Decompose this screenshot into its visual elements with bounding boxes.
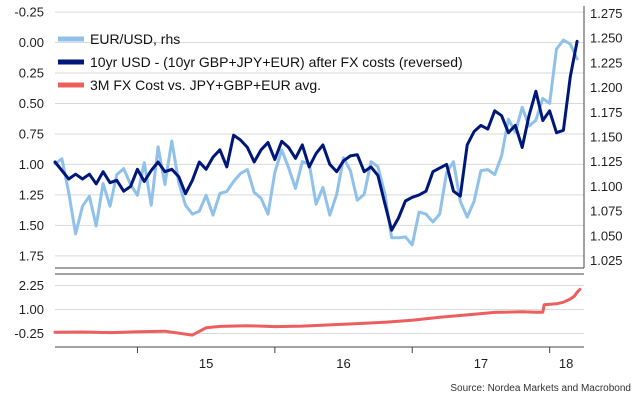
left-axis-tick-label: 1.75 [19,248,44,263]
legend-label-eurusd: EUR/USD, rhs [90,31,180,47]
series-line-fx-cost [53,287,582,337]
right-axis-tick-label: 1.125 [590,154,623,169]
right-axis-tick-label: 1.200 [590,80,623,95]
x-axis-tick-label: 16 [336,356,350,371]
panel-frames [55,6,585,353]
legend: EUR/USD, rhs 10yr USD - (10yr GBP+JPY+EU… [58,31,463,93]
left-axis-tick-label: 1.25 [19,187,44,202]
right-axis-tick-label: 1.025 [590,253,623,268]
left-axis-tick-label: 1.00 [19,157,44,172]
x-axis-tick-label: 17 [474,356,488,371]
left-axis-tick-label: 1.50 [19,218,44,233]
tick-labels: -0.25 0.00 0.25 0.50 0.75 1.00 1.25 1.50 1.75 1.2… [14,5,622,371]
left-axis-tick-label: 0.00 [19,35,44,50]
legend-label-fx-cost: 3M FX Cost vs. JPY+GBP+EUR avg. [90,77,321,93]
right-axis-tick-label: 1.150 [590,130,623,145]
series-line-eurusd [53,38,579,247]
bottom-axis-tick-label: 1.00 [19,302,44,317]
left-axis-tick-label: 0.25 [19,66,44,81]
left-axis-tick-label: 0.50 [19,96,44,111]
right-axis-tick-label: 1.075 [590,204,623,219]
right-axis-tick-label: 1.050 [590,228,623,243]
series-layer [53,38,582,337]
right-axis-tick-label: 1.250 [590,31,623,46]
right-axis-tick-label: 1.275 [590,6,623,21]
bottom-axis-tick-label: -0.25 [14,326,44,341]
series-line-10yr-spread [53,39,579,232]
legend-label-10yr-spread: 10yr USD - (10yr GBP+JPY+EUR) after FX c… [90,54,463,70]
left-axis-tick-label: -0.25 [14,5,44,20]
x-axis-tick-label: 18 [559,356,573,371]
x-axis-tick-label: 15 [199,356,213,371]
right-axis-tick-label: 1.225 [590,55,623,70]
right-axis-tick-label: 1.175 [590,105,623,120]
left-axis-tick-label: 0.75 [19,126,44,141]
bottom-axis-tick-label: 2.25 [19,278,44,293]
right-axis-tick-label: 1.100 [590,179,623,194]
source-note: Source: Nordea Markets and Macrobond [450,383,631,394]
